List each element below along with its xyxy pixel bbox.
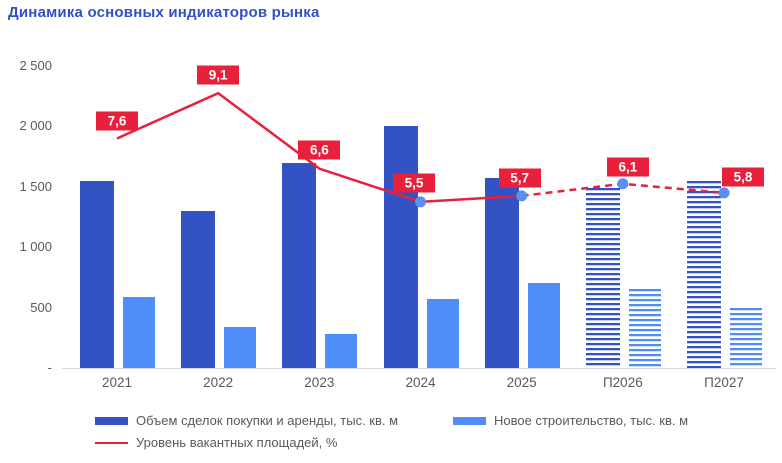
- x-axis-line: [62, 368, 776, 369]
- bar-construction-2025: [527, 283, 560, 368]
- chart-title: Динамика основных индикаторов рынка: [8, 4, 320, 21]
- x-axis-tick-label-2024: 2024: [405, 375, 436, 390]
- bar-deals-2021: [80, 180, 114, 368]
- x-axis-tick-label-2022: 2022: [203, 375, 234, 390]
- y-axis-tick-label: 2 000: [19, 118, 52, 134]
- x-axis-tick-label-П2026: П2026: [602, 375, 643, 390]
- y-axis-tick-label: 1 000: [19, 239, 52, 255]
- bar-deals-П2027-forecast: [687, 180, 722, 368]
- vacancy-value-label-2022: 9,1: [197, 65, 240, 85]
- bar-construction-П2027-forecast: [730, 307, 763, 368]
- vacancy-value-label-П2026: 6,1: [606, 157, 649, 177]
- vacancy-value-label-2025: 5,7: [498, 168, 541, 188]
- vacancy-value-label-П2027: 5,8: [722, 167, 765, 187]
- bar-deals-2023: [282, 162, 317, 368]
- vacancy-value-label-2023: 6,6: [298, 140, 341, 160]
- y-axis-tick-label: 2 500: [19, 58, 52, 73]
- vacancy-value-label-2024: 5,5: [393, 173, 435, 193]
- x-axis-tick-label-2021: 2021: [101, 375, 133, 390]
- bar-deals-2022: [181, 210, 216, 368]
- bar-construction-П2026-forecast: [628, 288, 661, 368]
- bar-deals-2025: [484, 178, 519, 368]
- bar-construction-2022: [224, 326, 257, 368]
- y-axis-tick-label: 500: [30, 299, 52, 315]
- bar-construction-2021: [123, 296, 155, 368]
- bar-construction-2024: [426, 299, 459, 368]
- bar-deals-П2026-forecast: [585, 188, 620, 368]
- x-axis-tick-label-2025: 2025: [506, 375, 537, 390]
- bar-construction-2023: [325, 334, 358, 368]
- x-axis-tick-label-2023: 2023: [304, 375, 335, 390]
- y-axis-tick-label: -: [47, 360, 52, 375]
- x-axis-tick-label-П2027: П2027: [704, 375, 744, 390]
- bar-deals-2024: [383, 126, 418, 368]
- vacancy-value-label-2021: 7,6: [96, 111, 138, 131]
- y-axis-tick-label: 1 500: [19, 178, 52, 194]
